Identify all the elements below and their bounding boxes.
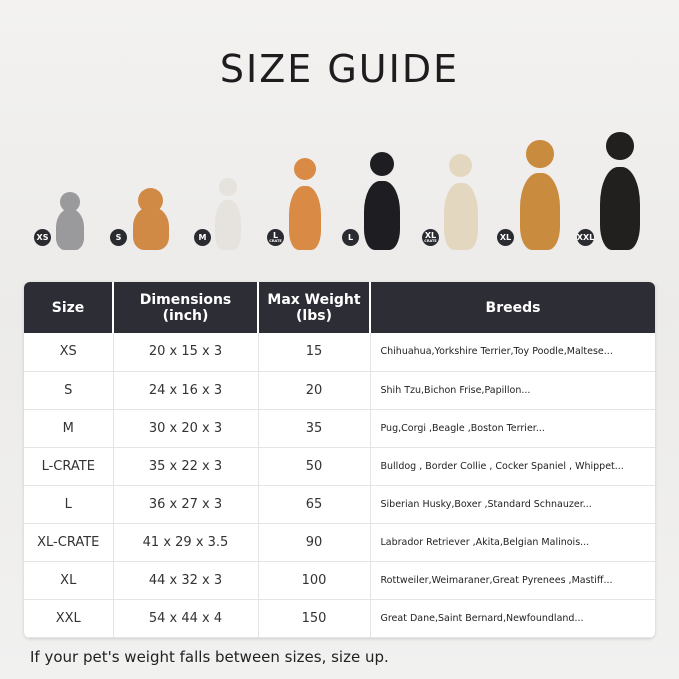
- dimensions-cell: 54 x 44 x 4: [113, 599, 259, 638]
- cat-image: [52, 192, 88, 250]
- size-cell: XL: [24, 561, 114, 600]
- size-cell: XXL: [24, 599, 114, 638]
- breeds-cell: Shih Tzu,Bichon Frise,Papillon...: [370, 371, 655, 410]
- badge-label: L: [272, 231, 279, 240]
- table-row: S 24 x 16 x 3 20 Shih Tzu,Bichon Frise,Papi…: [24, 371, 655, 410]
- column-header: Breeds: [370, 282, 655, 333]
- page-title: SIZE GUIDE: [219, 47, 460, 91]
- table-row: L 36 x 27 x 3 65 Siberian Husky,Boxer ,Stan…: [24, 485, 655, 524]
- badge-sublabel: CRATE: [269, 239, 282, 243]
- size-cell: L-CRATE: [24, 447, 114, 486]
- table-row: XL-CRATE 41 x 29 x 3.5 90 Labrador Retrieve…: [24, 523, 655, 562]
- max-weight-cell: 100: [258, 561, 371, 600]
- size-badge: M: [194, 229, 211, 246]
- dimensions-cell: 35 x 22 x 3: [113, 447, 259, 486]
- shiba-inu-image: [285, 158, 325, 250]
- max-weight-cell: 20: [258, 371, 371, 410]
- badge-label: M: [198, 233, 207, 242]
- table-row: M 30 x 20 x 3 35 Pug,Corgi ,Beagle ,Boston …: [24, 409, 655, 448]
- size-badge: XL CRATE: [422, 229, 439, 246]
- size-cell: XL-CRATE: [24, 523, 114, 562]
- size-badge: S: [110, 229, 127, 246]
- column-header: Dimensions (inch): [113, 282, 259, 333]
- size-badge: L: [342, 229, 359, 246]
- max-weight-cell: 50: [258, 447, 371, 486]
- table-row: XXL 54 x 44 x 4 150 Great Dane,Saint Bernar…: [24, 599, 655, 638]
- size-cell: XS: [24, 333, 114, 372]
- breeds-cell: Pug,Corgi ,Beagle ,Boston Terrier...: [370, 409, 655, 448]
- breeds-cell: Bulldog , Border Collie , Cocker Spaniel…: [370, 447, 655, 486]
- badge-sublabel: CRATE: [424, 239, 437, 243]
- badge-label: XS: [36, 233, 49, 242]
- column-header: Max Weight (lbs): [258, 282, 371, 333]
- dimensions-cell: 41 x 29 x 3.5: [113, 523, 259, 562]
- column-header: Size: [24, 282, 114, 333]
- size-cell: L: [24, 485, 114, 524]
- table-row: XL 44 x 32 x 3 100 Rottweiler,Weimaraner,Gr…: [24, 561, 655, 600]
- size-badge: XL: [497, 229, 514, 246]
- breeds-cell: Rottweiler,Weimaraner,Great Pyrenees ,Ma…: [370, 561, 655, 600]
- golden-retriever-image: [515, 140, 565, 250]
- size-cell: M: [24, 409, 114, 448]
- breeds-cell: Siberian Husky,Boxer ,Standard Schnauzer…: [370, 485, 655, 524]
- size-table: Size Dimensions (inch) Max Weight (lbs) Bre…: [24, 282, 655, 638]
- dimensions-cell: 20 x 15 x 3: [113, 333, 259, 372]
- labrador-image: [440, 154, 482, 250]
- french-bulldog-image: [212, 178, 244, 250]
- badge-label: XL: [424, 231, 437, 240]
- dimensions-cell: 36 x 27 x 3: [113, 485, 259, 524]
- size-badge: XS: [34, 229, 51, 246]
- breeds-cell: Chihuahua,Yorkshire Terrier,Toy Poodle,M…: [370, 333, 655, 372]
- dimensions-cell: 44 x 32 x 3: [113, 561, 259, 600]
- badge-label: S: [115, 233, 122, 242]
- table-row: L-CRATE 35 x 22 x 3 50 Bulldog , Border Col…: [24, 447, 655, 486]
- doberman-image: [595, 132, 645, 250]
- breeds-cell: Great Dane,Saint Bernard,Newfoundland...: [370, 599, 655, 638]
- max-weight-cell: 90: [258, 523, 371, 562]
- dimensions-cell: 24 x 16 x 3: [113, 371, 259, 410]
- dimensions-cell: 30 x 20 x 3: [113, 409, 259, 448]
- max-weight-cell: 35: [258, 409, 371, 448]
- max-weight-cell: 150: [258, 599, 371, 638]
- badge-label: XL: [499, 233, 512, 242]
- badge-label: L: [347, 233, 354, 242]
- table-row: XS 20 x 15 x 3 15 Chihuahua,Yorkshire Terri…: [24, 333, 655, 372]
- badge-label: XXL: [576, 233, 595, 242]
- size-cell: S: [24, 371, 114, 410]
- size-badge: L CRATE: [267, 229, 284, 246]
- pomeranian-image: [128, 188, 174, 250]
- size-badge: XXL: [577, 229, 594, 246]
- pet-size-lineup: XS S M L CRATE L XL CRATE XL XXL: [0, 120, 679, 250]
- breeds-cell: Labrador Retriever ,Akita,Belgian Malino…: [370, 523, 655, 562]
- sizing-note: If your pet's weight falls between sizes…: [30, 648, 389, 666]
- border-collie-image: [360, 152, 404, 250]
- max-weight-cell: 15: [258, 333, 371, 372]
- max-weight-cell: 65: [258, 485, 371, 524]
